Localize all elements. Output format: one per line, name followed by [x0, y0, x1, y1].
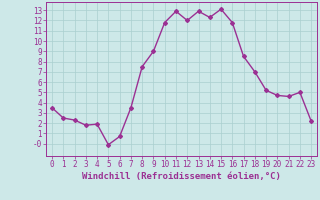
X-axis label: Windchill (Refroidissement éolien,°C): Windchill (Refroidissement éolien,°C) — [82, 172, 281, 181]
